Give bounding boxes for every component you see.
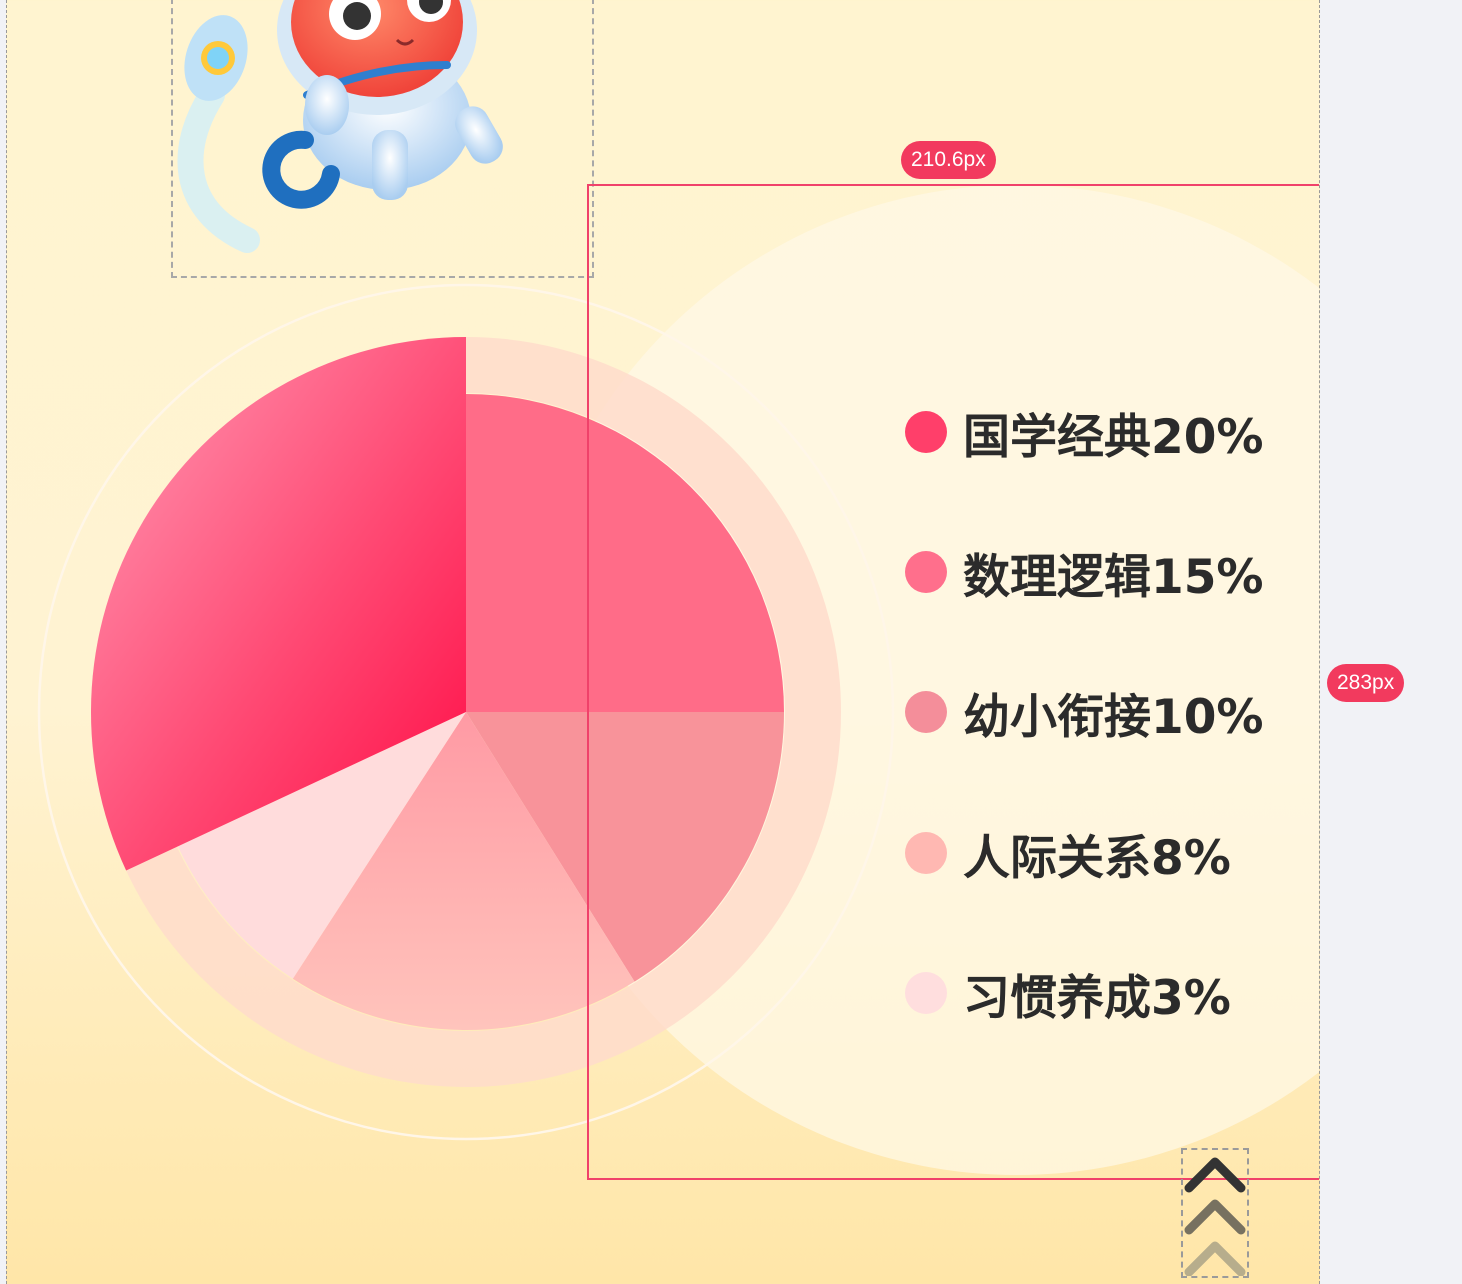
legend-label: 国学经典20% [963,409,1264,465]
legend-swatch [905,972,947,1014]
legend-swatch [905,832,947,874]
pie-slice [466,712,784,982]
pie-slice [90,336,466,871]
legend-swatch [905,551,947,593]
artboard: 国学经典20% 数理逻辑15% 幼小衔接10% 人际关系8% 习惯养成3% [6,0,1320,1284]
legend-item: 习惯养成3% [905,963,1231,1026]
pie-chart [90,336,784,1030]
height-dimension-badge: 283px [1327,664,1405,702]
outer-ring [37,283,895,1141]
legend-label: 幼小衔接10% [963,689,1264,745]
legend-selection-box [587,184,1319,1180]
pie-slice [466,394,784,712]
legend-item: 人际关系8% [905,823,1231,886]
legend-item: 国学经典20% [905,402,1264,465]
width-dimension-badge: 210.6px [901,141,996,179]
scroll-up-button[interactable] [1181,1148,1249,1278]
legend-item: 幼小衔接10% [905,682,1264,745]
astronaut-mascot-icon [177,0,503,253]
legend-label: 数理逻辑15% [963,549,1264,605]
legend-swatch [905,691,947,733]
chevrons-up-icon [1184,1157,1246,1277]
legend-label: 人际关系8% [963,830,1231,886]
mascot-selection-outline [171,0,594,278]
pie-slice [292,712,635,1030]
chart-canvas [37,0,1319,1175]
legend-label: 习惯养成3% [963,970,1231,1026]
pie-slice [177,712,466,979]
legend-item: 数理逻辑15% [905,542,1264,605]
legend-swatch [905,411,947,453]
